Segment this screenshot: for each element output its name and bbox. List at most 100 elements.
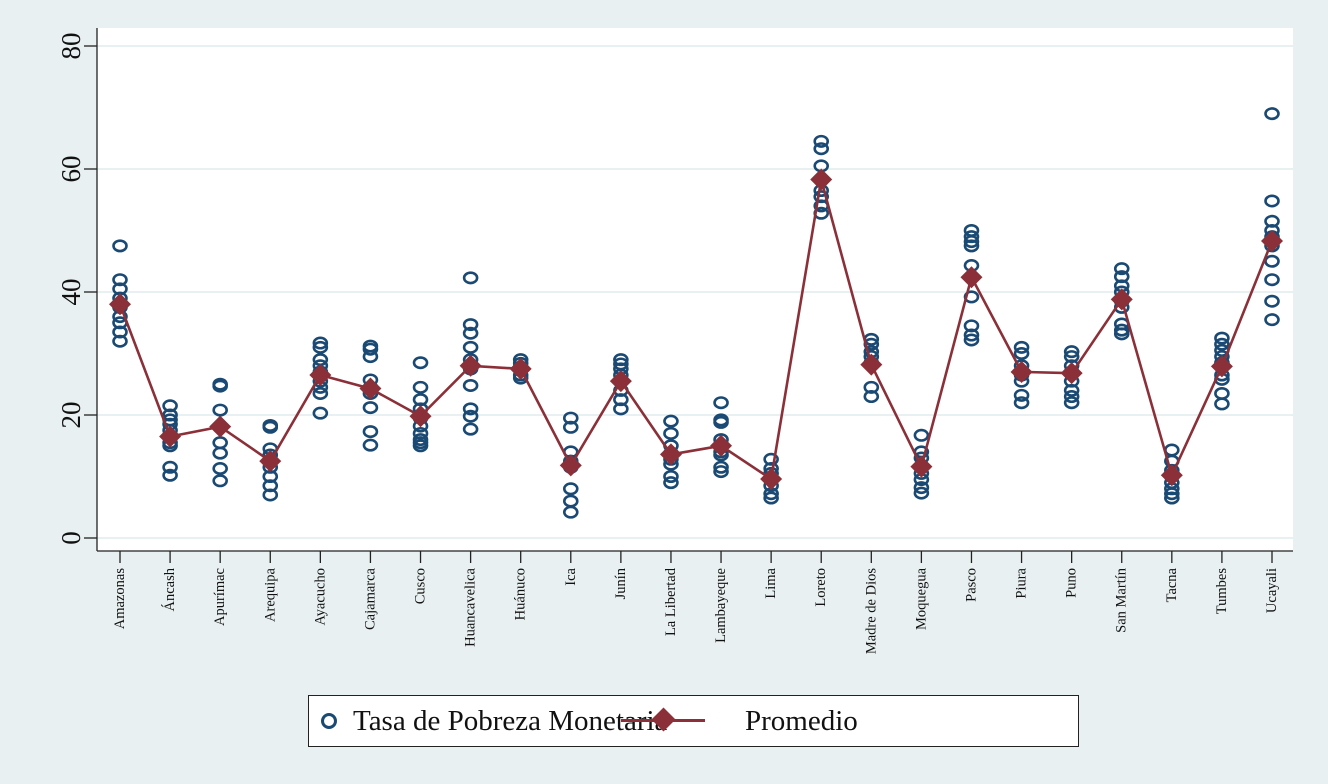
scatter-point (663, 426, 679, 440)
scatter-point (1264, 313, 1280, 327)
scatter-point (212, 403, 228, 417)
scatter-point (1063, 383, 1080, 397)
x-tick-label: Apurímac (212, 568, 228, 626)
x-tick-label: Tumbes (1214, 568, 1230, 615)
scatter-point (913, 486, 930, 500)
legend-item-tasa: Tasa de Pobreza Monetaria (321, 696, 667, 746)
x-tick-label: Cusco (413, 568, 429, 604)
mean-marker (559, 454, 582, 477)
mean-marker (459, 354, 482, 377)
scatter-point (562, 505, 579, 519)
x-tick-label: Moquegua (913, 567, 929, 630)
scatter-point (262, 420, 279, 434)
y-tick-label: 60 (56, 156, 86, 183)
mean-marker (509, 357, 532, 380)
mean-marker (109, 293, 131, 316)
scatter-point (913, 428, 930, 442)
chart: 0 20 40 60 80 Amazonas Áncash Apurímac Arequipa… (56, 28, 1293, 655)
scatter-point (462, 402, 479, 416)
plot-area (97, 28, 1293, 551)
legend-circle-icon (321, 713, 337, 729)
mean-marker (1261, 229, 1283, 252)
scatter-point (562, 482, 579, 496)
scatter-point (1264, 294, 1280, 308)
x-axis: Amazonas Áncash Apurímac Arequipa Ayacucho Ca… (97, 550, 1293, 655)
scatter-point (863, 390, 880, 404)
scatter-point (162, 468, 178, 482)
mean-marker (710, 434, 733, 457)
legend-label-tasa: Tasa de Pobreza Monetaria (353, 704, 668, 737)
y-axis: 0 20 40 60 80 (56, 28, 98, 551)
scatter-point (412, 356, 429, 370)
scatter-point (1063, 390, 1080, 404)
mean-marker (860, 353, 883, 376)
scatter-point (713, 460, 729, 474)
x-tick-label: La Libertad (663, 567, 679, 636)
scatter-point (663, 414, 679, 428)
mean-marker (359, 377, 382, 400)
scatter-point (362, 350, 379, 364)
mean-marker (1210, 355, 1233, 378)
scatter-point (212, 474, 228, 488)
x-tick-label: Madre de Dios (863, 568, 879, 655)
y-tick-label: 20 (56, 402, 86, 429)
scatter-point (412, 380, 429, 394)
scatter-point (1113, 262, 1130, 276)
scatter-point (362, 342, 379, 356)
scatter-point (1013, 340, 1030, 354)
scatter-point (1063, 345, 1080, 359)
x-tick-label: Lima (763, 567, 779, 598)
scatter-point (162, 460, 178, 474)
x-tick-label: Puno (1064, 568, 1080, 598)
scatter-point (1013, 388, 1030, 402)
x-tick-label: Áncash (161, 567, 178, 611)
scatter-point (913, 481, 930, 495)
mean-marker (159, 425, 182, 448)
x-tick-label: Loreto (813, 568, 829, 607)
scatter-point (1013, 396, 1030, 410)
scatter-point (362, 425, 379, 439)
scatter-point (713, 396, 729, 410)
scatter-point (412, 439, 429, 453)
x-tick-label: Arequipa (262, 567, 278, 622)
scatter-point (963, 235, 980, 249)
scatter-point (1264, 273, 1280, 287)
scatter-point (963, 239, 980, 253)
mean-line-path (118, 179, 1274, 482)
mean-marker (409, 405, 432, 428)
scatter-point (212, 462, 228, 476)
scatter-point (312, 386, 329, 400)
mean-marker (209, 415, 232, 438)
mean-marker (960, 266, 983, 289)
scatter-point (1164, 487, 1180, 501)
scatter-point (813, 134, 830, 148)
scatter-point (663, 476, 679, 490)
mean-marker (1110, 288, 1133, 311)
scatter-point (1113, 323, 1130, 337)
scatter-point (1214, 397, 1230, 411)
scatter-point (713, 465, 729, 479)
scatter-point (462, 409, 479, 423)
scatter-point (1013, 346, 1030, 360)
scatter-point (663, 469, 679, 483)
x-tick-label: Huánuco (513, 568, 529, 620)
scatter-point (312, 336, 329, 350)
y-tick-label: 40 (56, 279, 86, 306)
scatter-point (312, 406, 329, 420)
legend-label-promedio: Promedio (745, 704, 858, 737)
scatter-point (212, 446, 228, 460)
scatter-point (713, 415, 729, 429)
scatter-point (1214, 331, 1230, 345)
scatter-point (212, 379, 228, 393)
scatter-point (362, 401, 379, 415)
scatter-point (1063, 396, 1080, 410)
legend: Tasa de Pobreza Monetaria Promedio (308, 695, 1079, 747)
scatter-point (963, 328, 980, 342)
scatter-point (112, 334, 128, 348)
x-tick-label: Cajamarca (362, 567, 378, 630)
mean-marker (1060, 362, 1083, 385)
x-tick-label: Huancavelica (463, 567, 479, 646)
scatter-point (813, 142, 830, 156)
mean-marker (1160, 464, 1183, 487)
legend-line-diamond-icon (621, 706, 705, 736)
